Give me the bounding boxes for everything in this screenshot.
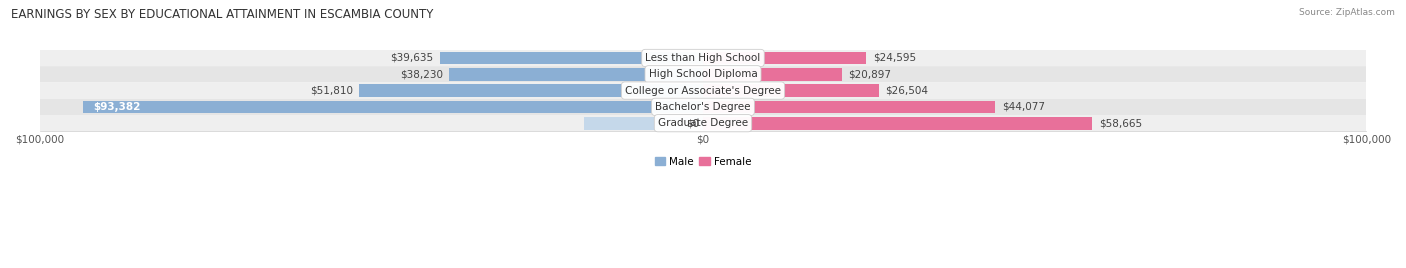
Text: $51,810: $51,810: [309, 85, 353, 96]
Text: $58,665: $58,665: [1099, 118, 1142, 128]
Bar: [703, 100, 995, 113]
Text: Graduate Degree: Graduate Degree: [658, 118, 748, 128]
Bar: [703, 68, 842, 81]
Bar: [83, 100, 703, 113]
Text: Source: ZipAtlas.com: Source: ZipAtlas.com: [1299, 8, 1395, 17]
Bar: [703, 117, 1092, 129]
Bar: [440, 52, 703, 64]
Text: EARNINGS BY SEX BY EDUCATIONAL ATTAINMENT IN ESCAMBIA COUNTY: EARNINGS BY SEX BY EDUCATIONAL ATTAINMEN…: [11, 8, 433, 21]
FancyBboxPatch shape: [39, 99, 1367, 115]
FancyBboxPatch shape: [39, 50, 1367, 66]
Text: College or Associate's Degree: College or Associate's Degree: [626, 85, 780, 96]
Bar: [703, 84, 879, 97]
Bar: [583, 117, 703, 129]
Text: $20,897: $20,897: [848, 69, 891, 79]
Legend: Male, Female: Male, Female: [651, 152, 755, 171]
Text: $39,635: $39,635: [391, 53, 433, 63]
Text: Bachelor's Degree: Bachelor's Degree: [655, 102, 751, 112]
Text: $44,077: $44,077: [1002, 102, 1045, 112]
Text: $38,230: $38,230: [399, 69, 443, 79]
Bar: [360, 84, 703, 97]
FancyBboxPatch shape: [39, 83, 1367, 99]
Text: $93,382: $93,382: [93, 102, 141, 112]
Text: $24,595: $24,595: [873, 53, 915, 63]
Bar: [703, 52, 866, 64]
Text: $0: $0: [686, 118, 700, 128]
FancyBboxPatch shape: [39, 115, 1367, 131]
Bar: [450, 68, 703, 81]
Text: High School Diploma: High School Diploma: [648, 69, 758, 79]
FancyBboxPatch shape: [39, 66, 1367, 83]
Text: Less than High School: Less than High School: [645, 53, 761, 63]
Text: $26,504: $26,504: [886, 85, 928, 96]
